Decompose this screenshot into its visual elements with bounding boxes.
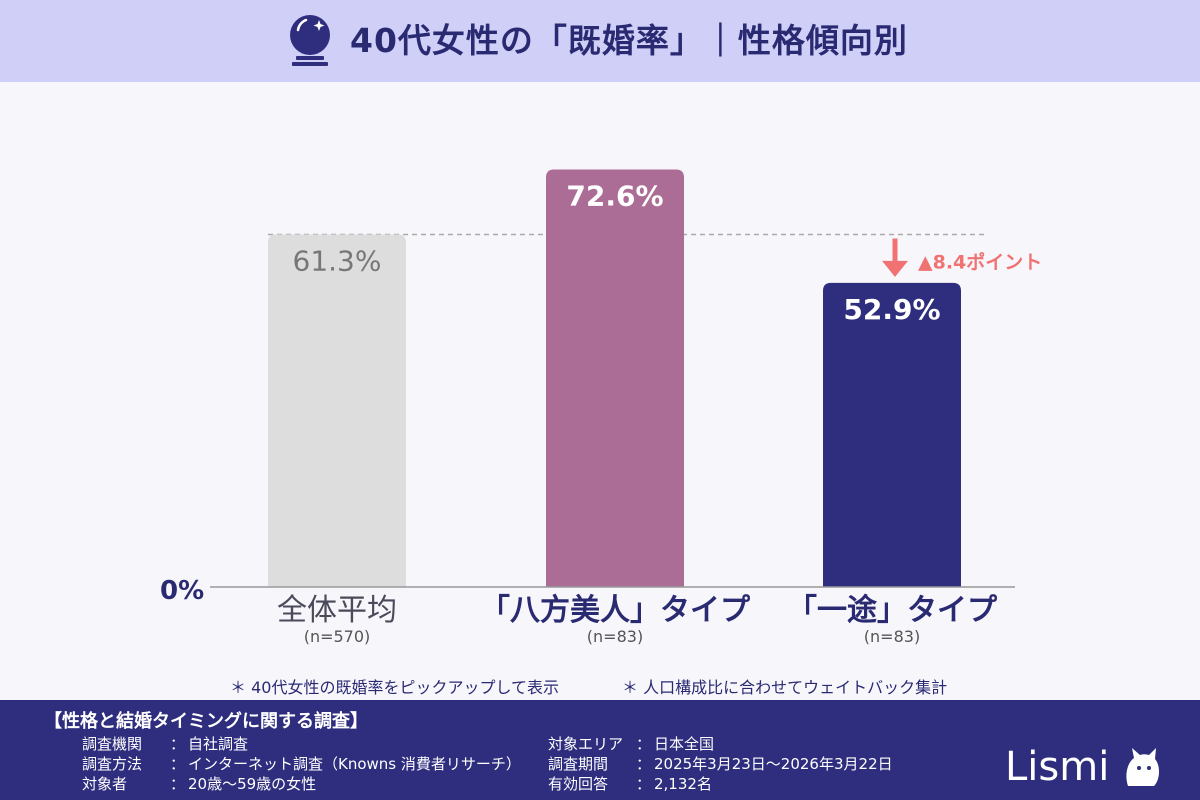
survey-row-responses: 有効回答： 2,132名	[548, 775, 712, 793]
bar-chart: 61.3% 72.6% 52.9% 0% ▲8.4ポイント	[160, 169, 1042, 606]
bar-0	[268, 234, 406, 587]
category-label-overall: 全体平均 (n=570)	[187, 594, 487, 646]
sample-size: (n=570)	[303, 627, 371, 646]
chart-notes: ＊ 40代女性の既婚率をピックアップして表示 ＊ 人口構成比に合わせてウェイトバ…	[0, 672, 1200, 698]
category-name: 「一途」タイプ	[787, 593, 997, 628]
difference-annotation: ▲8.4ポイント	[918, 251, 1042, 274]
survey-row-agency: 調査機関：自社調査	[82, 735, 249, 753]
crystal-ball-icon	[290, 15, 330, 66]
survey-row-period: 調査期間： 2025年3月23日～2026年3月22日	[548, 755, 893, 773]
note-weightback: ＊ 人口構成比に合わせてウェイトバック集計	[622, 678, 948, 697]
survey-footer: 【性格と結婚タイミングに関する調査】 調査機関：自社調査 調査方法：インターネッ…	[0, 700, 1200, 800]
decrease-arrow-head	[882, 260, 908, 277]
lismi-logo: Lismi	[1005, 744, 1110, 790]
category-label-ichizu: 「一途」タイプ (n=83)	[742, 594, 1042, 646]
value-label-0: 61.3%	[293, 245, 382, 278]
y-tick-label-0: 0%	[160, 576, 204, 606]
survey-row-target: 対象者： 20歳～59歳の女性	[82, 775, 317, 793]
category-name: 全体平均	[277, 593, 397, 628]
sample-size: (n=83)	[586, 627, 644, 646]
cat-icon	[1126, 748, 1160, 786]
bar-1	[546, 169, 684, 588]
bar-2	[823, 282, 961, 587]
category-label-happo-bijin: 「八方美人」タイプ (n=83)	[465, 594, 765, 646]
note-pickup: ＊ 40代女性の既婚率をピックアップして表示	[230, 678, 559, 697]
header-banner: 40代女性の「既婚率」｜性格傾向別	[0, 0, 1200, 82]
survey-title: 【性格と結婚タイミングに関する調査】	[44, 711, 368, 732]
survey-row-method: 調査方法：インターネット調査（Knowns 消費者リサーチ）	[82, 755, 521, 773]
sample-size: (n=83)	[863, 627, 921, 646]
category-name: 「八方美人」タイプ	[480, 593, 750, 628]
value-label-2: 52.9%	[843, 293, 940, 326]
page-title: 40代女性の「既婚率」｜性格傾向別	[350, 21, 908, 60]
value-label-1: 72.6%	[566, 180, 663, 213]
survey-row-area: 対象エリア：日本全国	[548, 735, 715, 753]
